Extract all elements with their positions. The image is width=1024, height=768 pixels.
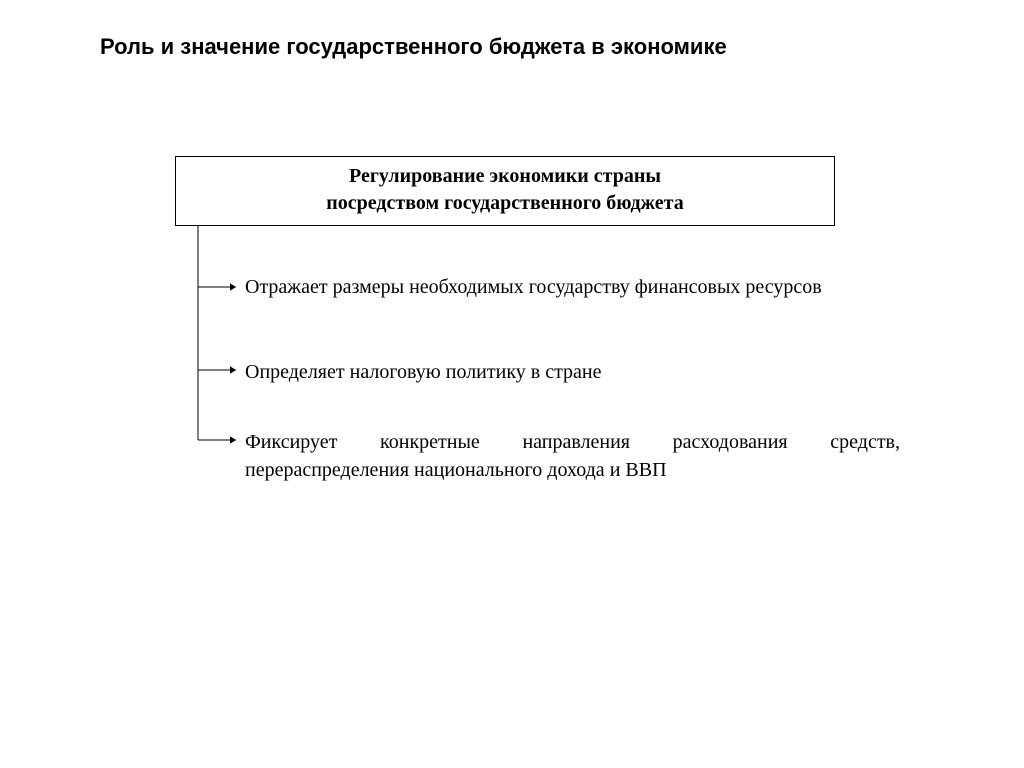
page-title: Роль и значение государственного бюджета…: [100, 34, 924, 60]
slide: Роль и значение государственного бюджета…: [0, 0, 1024, 768]
branch-item-2: Определяет налоговую политику в стране: [245, 358, 900, 386]
header-line-2: посредством государственного бюджета: [176, 190, 834, 217]
branch-item-3: Фиксирует конкретные направления расходо…: [245, 428, 900, 484]
branch-item-1: Отражает размеры необходимых государству…: [245, 273, 900, 301]
header-box: Регулирование экономики страны посредств…: [175, 156, 835, 226]
header-line-1: Регулирование экономики страны: [176, 163, 834, 190]
